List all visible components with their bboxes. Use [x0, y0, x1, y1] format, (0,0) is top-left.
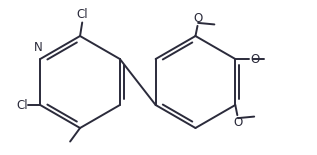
Text: Cl: Cl: [16, 99, 28, 111]
Text: Cl: Cl: [77, 8, 88, 21]
Text: O: O: [250, 53, 260, 66]
Text: N: N: [34, 41, 42, 54]
Text: O: O: [193, 12, 202, 25]
Text: O: O: [233, 116, 242, 129]
